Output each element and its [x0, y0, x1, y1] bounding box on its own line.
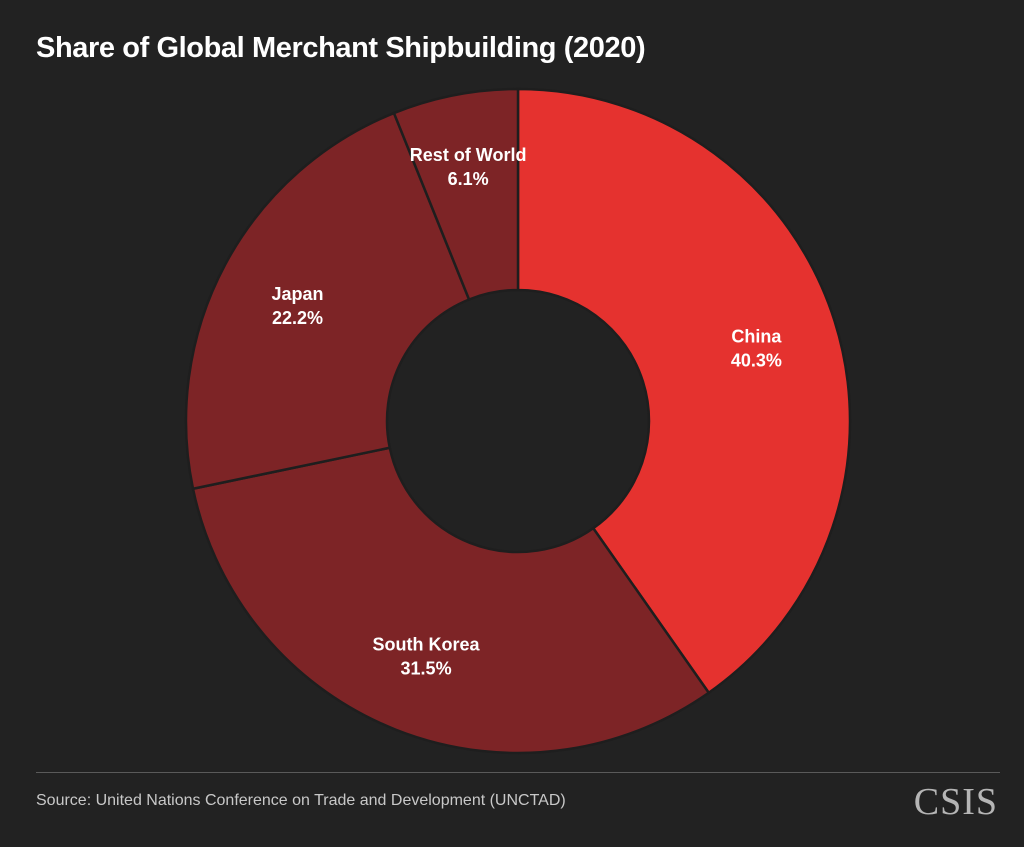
slice-value-rest-of-world: 6.1%: [448, 169, 489, 189]
slice-value-china: 40.3%: [731, 351, 782, 371]
csis-logo: CSIS: [913, 781, 998, 823]
footer-divider: [36, 772, 1000, 773]
slice-label-japan: Japan 22.2%: [272, 284, 324, 328]
slice-name-south-korea: South Korea: [373, 634, 481, 654]
slice-value-south-korea: 31.5%: [401, 658, 452, 678]
labels-group: China 40.3% South Korea 31.5% Japan 22.2% Rest…: [272, 145, 783, 679]
chart-title: Share of Global Merchant Shipbuilding (2…: [36, 32, 646, 64]
slice-name-japan: Japan: [272, 284, 324, 304]
slice-south-korea: [191, 446, 711, 755]
slice-label-rest-of-world: Rest of World 6.1%: [410, 145, 527, 189]
slice-japan: [184, 111, 471, 491]
slice-name-rest-of-world: Rest of World: [410, 145, 527, 165]
slice-rest-of-world: [392, 87, 520, 302]
slices-group: [184, 87, 852, 755]
source-note: Source: United Nations Conference on Tra…: [36, 792, 566, 809]
slice-label-china: China 40.3%: [731, 327, 783, 371]
slice-china: [516, 87, 852, 695]
slice-value-japan: 22.2%: [272, 308, 323, 328]
slice-name-china: China: [731, 327, 782, 347]
slice-label-south-korea: South Korea 31.5%: [373, 634, 481, 678]
